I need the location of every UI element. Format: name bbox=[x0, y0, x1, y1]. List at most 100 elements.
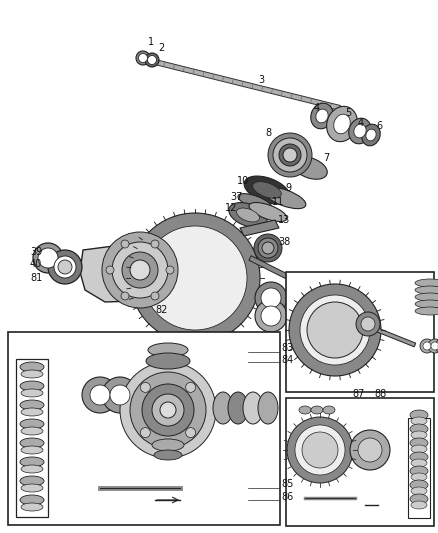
Ellipse shape bbox=[244, 176, 290, 204]
Text: 39: 39 bbox=[30, 247, 42, 257]
Circle shape bbox=[130, 260, 150, 280]
Circle shape bbox=[423, 342, 431, 350]
Ellipse shape bbox=[20, 400, 44, 410]
Text: 11: 11 bbox=[272, 197, 284, 207]
Ellipse shape bbox=[411, 417, 427, 425]
Circle shape bbox=[148, 55, 156, 64]
Circle shape bbox=[38, 248, 58, 268]
Ellipse shape bbox=[20, 495, 44, 505]
Circle shape bbox=[140, 427, 150, 438]
Ellipse shape bbox=[299, 406, 311, 414]
Ellipse shape bbox=[21, 389, 43, 397]
Ellipse shape bbox=[264, 188, 306, 208]
Ellipse shape bbox=[20, 362, 44, 372]
Bar bbox=[16, 359, 48, 517]
Ellipse shape bbox=[415, 307, 438, 315]
Circle shape bbox=[186, 427, 196, 438]
Circle shape bbox=[255, 300, 287, 332]
Text: 5: 5 bbox=[345, 108, 351, 118]
Ellipse shape bbox=[229, 203, 267, 228]
Ellipse shape bbox=[213, 392, 233, 424]
Circle shape bbox=[358, 438, 382, 462]
Ellipse shape bbox=[415, 286, 438, 294]
Text: 88: 88 bbox=[374, 389, 386, 399]
Ellipse shape bbox=[316, 109, 328, 123]
Text: 3: 3 bbox=[258, 75, 264, 85]
Circle shape bbox=[130, 213, 260, 343]
Ellipse shape bbox=[410, 438, 428, 448]
Circle shape bbox=[254, 234, 282, 262]
Ellipse shape bbox=[311, 406, 323, 414]
Circle shape bbox=[121, 240, 129, 248]
Circle shape bbox=[110, 385, 130, 405]
Bar bbox=[408, 418, 430, 518]
Circle shape bbox=[90, 385, 110, 405]
Bar bbox=[286, 398, 434, 526]
Ellipse shape bbox=[411, 473, 427, 481]
Circle shape bbox=[287, 417, 353, 483]
Text: 82: 82 bbox=[155, 305, 167, 315]
Ellipse shape bbox=[258, 392, 278, 424]
Ellipse shape bbox=[334, 114, 350, 134]
Ellipse shape bbox=[415, 279, 438, 287]
Text: 87: 87 bbox=[352, 389, 364, 399]
Circle shape bbox=[300, 295, 370, 365]
Text: 4: 4 bbox=[314, 103, 320, 113]
Ellipse shape bbox=[20, 381, 44, 391]
Text: 4: 4 bbox=[358, 118, 364, 128]
Ellipse shape bbox=[410, 494, 428, 504]
Ellipse shape bbox=[249, 203, 287, 222]
Text: 7: 7 bbox=[323, 153, 329, 163]
Circle shape bbox=[262, 242, 274, 254]
Polygon shape bbox=[155, 60, 341, 110]
Circle shape bbox=[130, 372, 206, 448]
Ellipse shape bbox=[293, 157, 327, 179]
Ellipse shape bbox=[415, 293, 438, 301]
Circle shape bbox=[279, 144, 301, 166]
Ellipse shape bbox=[21, 503, 43, 511]
Circle shape bbox=[58, 260, 72, 274]
Ellipse shape bbox=[323, 406, 335, 414]
Text: 8: 8 bbox=[265, 128, 271, 138]
Circle shape bbox=[261, 288, 281, 308]
Circle shape bbox=[160, 402, 176, 418]
Ellipse shape bbox=[410, 480, 428, 490]
Text: 83: 83 bbox=[281, 343, 293, 353]
Circle shape bbox=[33, 243, 63, 273]
Polygon shape bbox=[240, 220, 279, 236]
Ellipse shape bbox=[311, 103, 333, 129]
Ellipse shape bbox=[20, 476, 44, 486]
Circle shape bbox=[102, 377, 138, 413]
Text: 6: 6 bbox=[376, 121, 382, 131]
Circle shape bbox=[295, 425, 345, 475]
Text: 1: 1 bbox=[148, 37, 154, 47]
Ellipse shape bbox=[411, 431, 427, 439]
Ellipse shape bbox=[148, 343, 188, 357]
Circle shape bbox=[136, 51, 150, 65]
Ellipse shape bbox=[21, 370, 43, 378]
Bar bbox=[286, 272, 434, 392]
Ellipse shape bbox=[411, 445, 427, 453]
Circle shape bbox=[142, 384, 194, 436]
Ellipse shape bbox=[349, 118, 371, 144]
Ellipse shape bbox=[327, 106, 357, 142]
Circle shape bbox=[82, 377, 118, 413]
Ellipse shape bbox=[20, 457, 44, 467]
Circle shape bbox=[48, 250, 82, 284]
Ellipse shape bbox=[410, 424, 428, 434]
Ellipse shape bbox=[354, 124, 366, 138]
Circle shape bbox=[102, 232, 178, 308]
Ellipse shape bbox=[410, 452, 428, 462]
Circle shape bbox=[186, 382, 196, 392]
Circle shape bbox=[166, 266, 174, 274]
Text: 12: 12 bbox=[225, 203, 237, 213]
Polygon shape bbox=[364, 323, 416, 347]
Circle shape bbox=[145, 53, 159, 67]
Text: 40: 40 bbox=[30, 259, 42, 269]
Circle shape bbox=[420, 339, 434, 353]
Text: 81: 81 bbox=[30, 273, 42, 283]
Circle shape bbox=[307, 302, 363, 358]
Circle shape bbox=[356, 312, 380, 336]
Ellipse shape bbox=[21, 408, 43, 416]
Ellipse shape bbox=[411, 487, 427, 495]
